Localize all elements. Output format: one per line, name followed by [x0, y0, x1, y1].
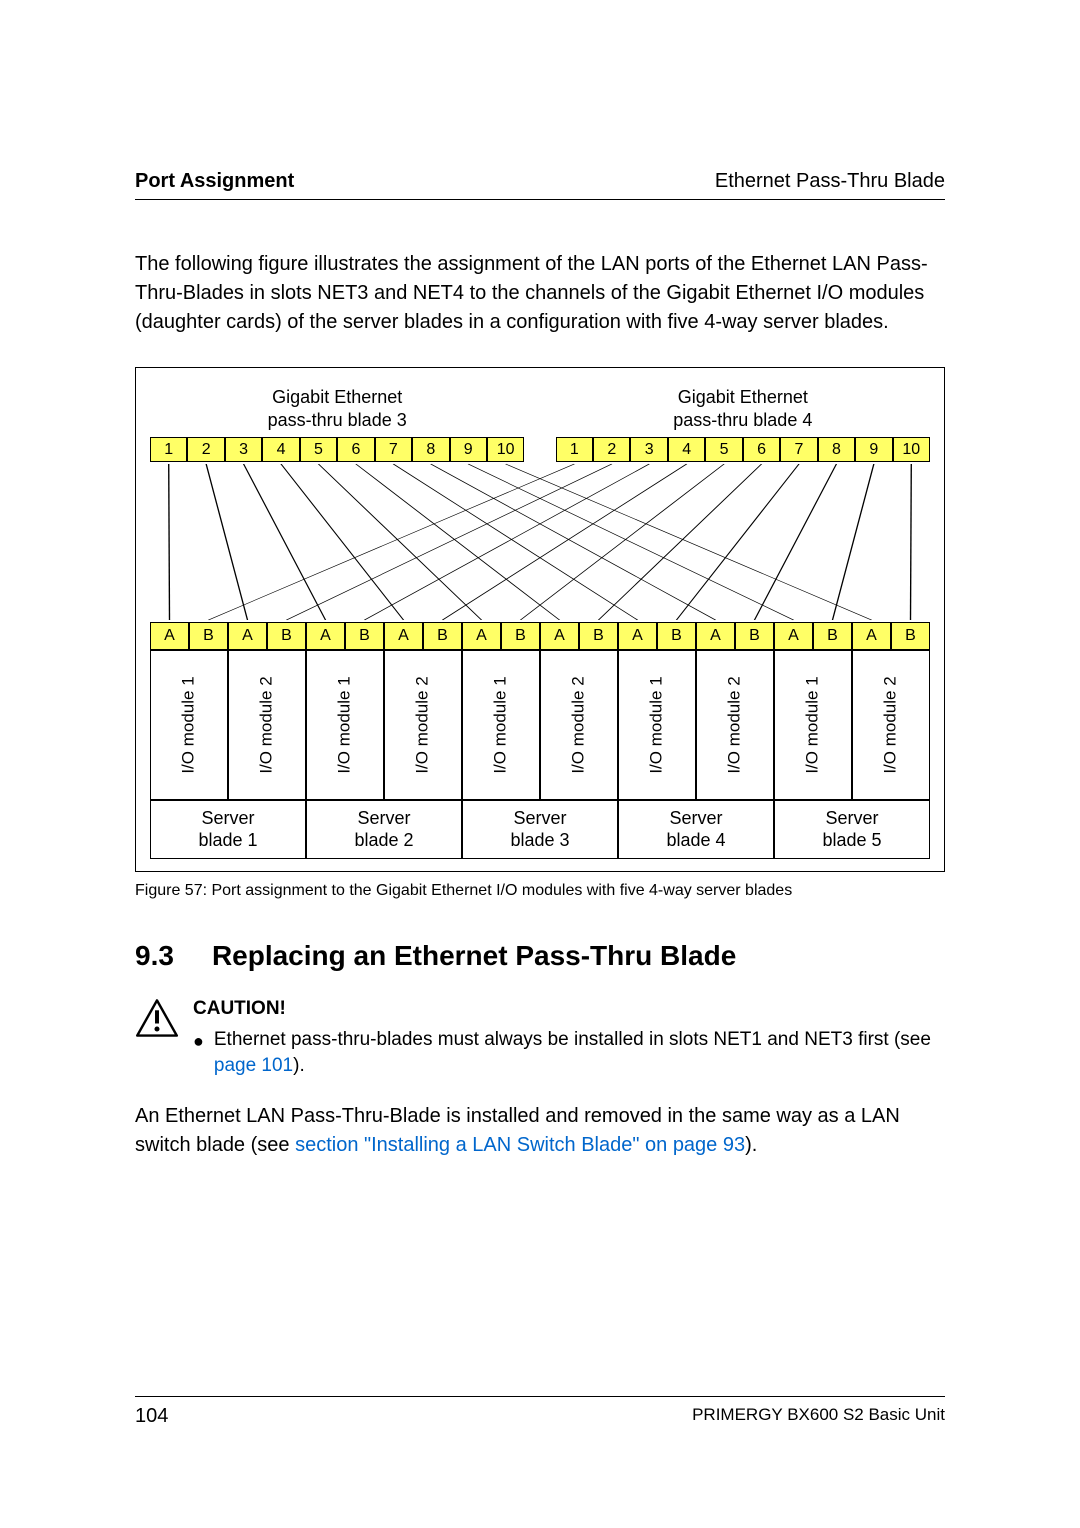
io-module-cell: I/O module 2	[696, 650, 774, 800]
caution-label: CAUTION!	[193, 996, 945, 1023]
section-title: Replacing an Ethernet Pass-Thru Blade	[212, 940, 736, 972]
io-module-cell: I/O module 2	[540, 650, 618, 800]
caution-block: CAUTION! ● Ethernet pass-thru-blades mus…	[135, 996, 945, 1080]
header-left: Port Assignment	[135, 170, 294, 193]
ab-cell: B	[189, 622, 228, 650]
io-module-cell: I/O module 2	[228, 650, 306, 800]
ab-cell: B	[735, 622, 774, 650]
ab-cell: A	[696, 622, 735, 650]
port-cell: 1	[556, 437, 593, 462]
ab-cell: B	[345, 622, 384, 650]
port-cell: 7	[375, 437, 412, 462]
ab-channel-row: ABABABABABABABABABAB	[150, 622, 930, 650]
caution-text: Ethernet pass-thru-blades must always be…	[214, 1027, 945, 1080]
passthru-3-ports: 12345678910	[150, 437, 524, 462]
passthru-blade-3: Gigabit Ethernetpass-thru blade 3 123456…	[150, 386, 524, 462]
server-blade-cell: Serverblade 4	[618, 800, 774, 859]
section-number: 9.3	[135, 940, 174, 972]
port-cell: 4	[262, 437, 299, 462]
port-cell: 9	[855, 437, 892, 462]
passthru-blades-row: Gigabit Ethernetpass-thru blade 3 123456…	[150, 386, 930, 462]
port-cell: 9	[450, 437, 487, 462]
ab-cell: A	[618, 622, 657, 650]
caution-link[interactable]: page 101	[214, 1055, 293, 1076]
ab-cell: A	[150, 622, 189, 650]
caution-body: CAUTION! ● Ethernet pass-thru-blades mus…	[193, 996, 945, 1080]
io-modules-row: I/O module 1I/O module 2I/O module 1I/O …	[150, 650, 930, 800]
figure-caption: Figure 57: Port assignment to the Gigabi…	[135, 882, 945, 900]
server-blade-cell: Serverblade 2	[306, 800, 462, 859]
caution-bullet: ●	[193, 1027, 204, 1080]
port-cell: 3	[630, 437, 667, 462]
port-cell: 6	[743, 437, 780, 462]
port-cell: 7	[780, 437, 817, 462]
io-module-cell: I/O module 1	[306, 650, 384, 800]
page-number: 104	[135, 1405, 168, 1428]
io-module-cell: I/O module 2	[852, 650, 930, 800]
port-cell: 2	[187, 437, 224, 462]
caution-icon	[135, 996, 179, 1080]
passthru-blade-4: Gigabit Ethernetpass-thru blade 4 123456…	[556, 386, 930, 462]
port-cell: 1	[150, 437, 187, 462]
figure-57: Gigabit Ethernetpass-thru blade 3 123456…	[135, 367, 945, 872]
port-cell: 2	[593, 437, 630, 462]
ab-cell: A	[306, 622, 345, 650]
port-cell: 6	[337, 437, 374, 462]
ab-cell: A	[852, 622, 891, 650]
io-module-cell: I/O module 2	[384, 650, 462, 800]
ab-cell: A	[384, 622, 423, 650]
port-cell: 5	[300, 437, 337, 462]
header-right: Ethernet Pass-Thru Blade	[715, 170, 945, 193]
wiring-diagram	[150, 462, 930, 622]
passthru-4-ports: 12345678910	[556, 437, 930, 462]
ab-cell: B	[579, 622, 618, 650]
io-module-cell: I/O module 1	[618, 650, 696, 800]
passthru-4-title: Gigabit Ethernetpass-thru blade 4	[556, 386, 930, 433]
io-module-cell: I/O module 1	[462, 650, 540, 800]
ab-cell: A	[228, 622, 267, 650]
ab-cell: A	[540, 622, 579, 650]
intro-paragraph: The following figure illustrates the ass…	[135, 250, 945, 337]
running-header: Port Assignment Ethernet Pass-Thru Blade	[135, 170, 945, 200]
port-cell: 5	[705, 437, 742, 462]
port-cell: 10	[487, 437, 524, 462]
passthru-3-title: Gigabit Ethernetpass-thru blade 3	[150, 386, 524, 433]
port-cell: 4	[668, 437, 705, 462]
io-module-cell: I/O module 1	[774, 650, 852, 800]
body-paragraph: An Ethernet LAN Pass-Thru-Blade is insta…	[135, 1102, 945, 1160]
ab-cell: A	[462, 622, 501, 650]
ab-cell: B	[891, 622, 930, 650]
doc-title: PRIMERGY BX600 S2 Basic Unit	[692, 1405, 945, 1428]
port-cell: 3	[225, 437, 262, 462]
ab-cell: A	[774, 622, 813, 650]
section-heading: 9.3 Replacing an Ethernet Pass-Thru Blad…	[135, 940, 945, 972]
port-cell: 10	[893, 437, 930, 462]
body-link[interactable]: section "Installing a LAN Switch Blade" …	[295, 1134, 745, 1156]
ab-cell: B	[267, 622, 306, 650]
server-blade-cell: Serverblade 1	[150, 800, 306, 859]
server-blades-row: Serverblade 1Serverblade 2Serverblade 3S…	[150, 800, 930, 859]
ab-cell: B	[813, 622, 852, 650]
ab-cell: B	[423, 622, 462, 650]
server-blade-cell: Serverblade 3	[462, 800, 618, 859]
port-cell: 8	[818, 437, 855, 462]
port-cell: 8	[412, 437, 449, 462]
io-module-cell: I/O module 1	[150, 650, 228, 800]
ab-cell: B	[657, 622, 696, 650]
server-blade-cell: Serverblade 5	[774, 800, 930, 859]
ab-cell: B	[501, 622, 540, 650]
page-footer: 104 PRIMERGY BX600 S2 Basic Unit	[135, 1396, 945, 1428]
